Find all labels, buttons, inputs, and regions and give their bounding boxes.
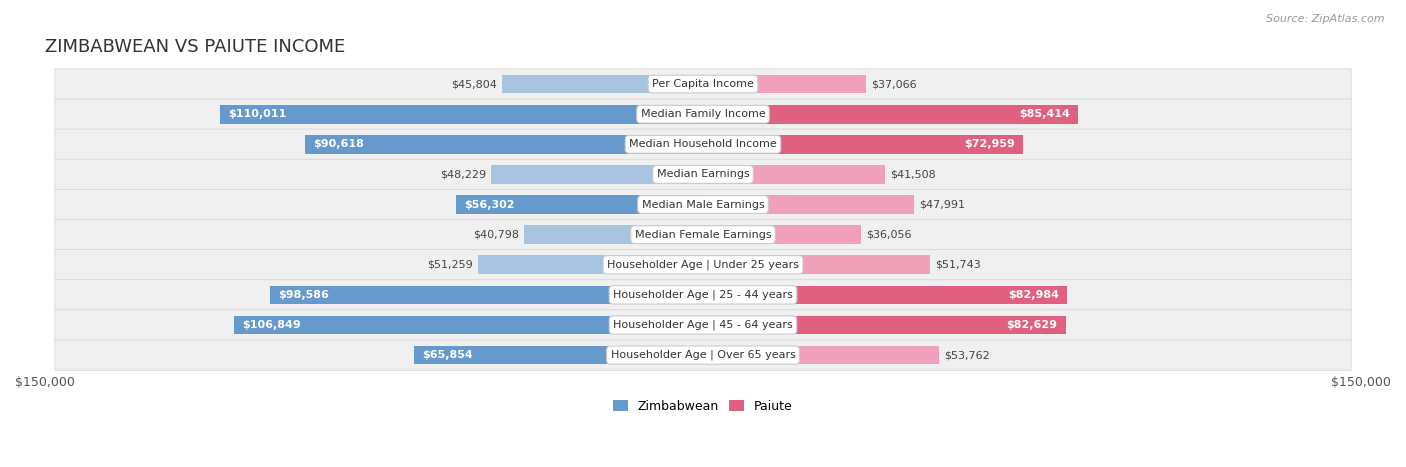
Bar xyxy=(703,75,866,93)
Bar xyxy=(305,135,703,154)
Text: Median Family Income: Median Family Income xyxy=(641,109,765,119)
Text: Householder Age | 25 - 44 years: Householder Age | 25 - 44 years xyxy=(613,290,793,300)
FancyBboxPatch shape xyxy=(55,129,1351,160)
Text: $72,959: $72,959 xyxy=(965,139,1015,149)
Text: $53,762: $53,762 xyxy=(943,350,990,360)
Text: $106,849: $106,849 xyxy=(242,320,301,330)
Bar xyxy=(235,316,703,334)
FancyBboxPatch shape xyxy=(55,69,1351,99)
FancyBboxPatch shape xyxy=(55,280,1351,310)
Text: ZIMBABWEAN VS PAIUTE INCOME: ZIMBABWEAN VS PAIUTE INCOME xyxy=(45,38,346,57)
Text: $90,618: $90,618 xyxy=(314,139,364,149)
Text: $110,011: $110,011 xyxy=(228,109,287,119)
Bar xyxy=(703,105,1078,124)
Bar xyxy=(703,225,862,244)
Text: $82,629: $82,629 xyxy=(1007,320,1057,330)
Bar xyxy=(524,225,703,244)
Bar xyxy=(703,135,1024,154)
Bar xyxy=(703,195,914,214)
FancyBboxPatch shape xyxy=(55,310,1351,340)
FancyBboxPatch shape xyxy=(55,340,1351,370)
Text: $45,804: $45,804 xyxy=(451,79,496,89)
Bar xyxy=(703,316,1066,334)
FancyBboxPatch shape xyxy=(55,189,1351,220)
Bar xyxy=(415,346,703,364)
Text: Median Male Earnings: Median Male Earnings xyxy=(641,199,765,210)
Bar xyxy=(703,285,1067,304)
Text: $37,066: $37,066 xyxy=(870,79,917,89)
Text: Per Capita Income: Per Capita Income xyxy=(652,79,754,89)
Bar xyxy=(703,346,939,364)
Legend: Zimbabwean, Paiute: Zimbabwean, Paiute xyxy=(607,395,799,418)
Text: $85,414: $85,414 xyxy=(1019,109,1070,119)
Bar xyxy=(456,195,703,214)
Bar xyxy=(703,165,886,184)
Bar xyxy=(270,285,703,304)
FancyBboxPatch shape xyxy=(55,99,1351,129)
Text: $51,259: $51,259 xyxy=(427,260,472,270)
FancyBboxPatch shape xyxy=(55,249,1351,280)
Bar xyxy=(478,255,703,274)
Text: $56,302: $56,302 xyxy=(464,199,515,210)
Text: $48,229: $48,229 xyxy=(440,170,486,179)
Text: $36,056: $36,056 xyxy=(866,230,912,240)
Text: $41,508: $41,508 xyxy=(890,170,936,179)
Text: Source: ZipAtlas.com: Source: ZipAtlas.com xyxy=(1267,14,1385,24)
FancyBboxPatch shape xyxy=(55,219,1351,250)
Text: $98,586: $98,586 xyxy=(278,290,329,300)
Bar xyxy=(703,255,929,274)
Text: $40,798: $40,798 xyxy=(472,230,519,240)
Bar xyxy=(502,75,703,93)
Text: Householder Age | 45 - 64 years: Householder Age | 45 - 64 years xyxy=(613,320,793,330)
Text: Median Female Earnings: Median Female Earnings xyxy=(634,230,772,240)
FancyBboxPatch shape xyxy=(55,159,1351,190)
Text: Median Earnings: Median Earnings xyxy=(657,170,749,179)
Text: Median Household Income: Median Household Income xyxy=(628,139,778,149)
Text: $47,991: $47,991 xyxy=(918,199,965,210)
Text: Householder Age | Over 65 years: Householder Age | Over 65 years xyxy=(610,350,796,361)
Text: Householder Age | Under 25 years: Householder Age | Under 25 years xyxy=(607,260,799,270)
Bar xyxy=(492,165,703,184)
Text: $65,854: $65,854 xyxy=(422,350,472,360)
Text: $51,743: $51,743 xyxy=(935,260,981,270)
Text: $82,984: $82,984 xyxy=(1008,290,1059,300)
Bar xyxy=(221,105,703,124)
